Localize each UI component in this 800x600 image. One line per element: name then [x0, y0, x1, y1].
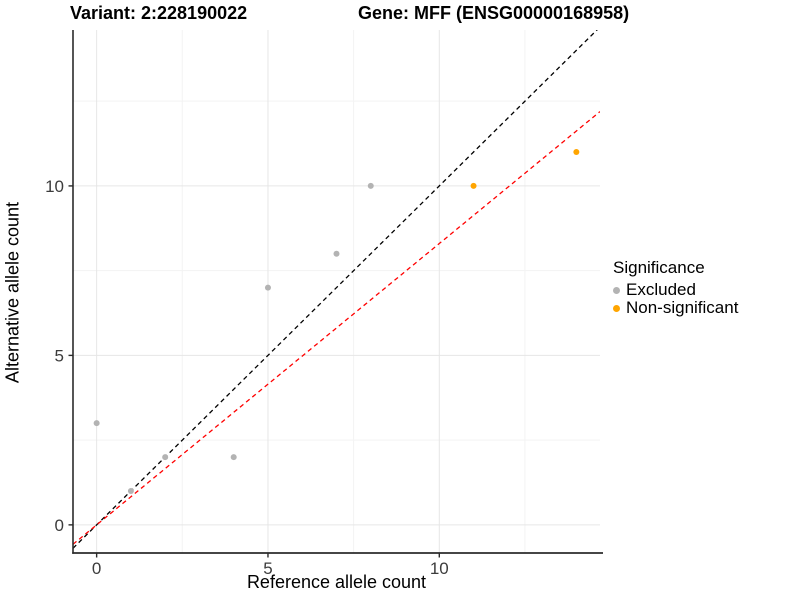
legend-item-excluded: Excluded: [613, 280, 738, 299]
plot-title-gene: Gene: MFF (ENSG00000168958): [358, 3, 630, 23]
x-tick-label: 10: [430, 559, 449, 578]
legend-dot-icon: [613, 304, 620, 312]
data-point-excluded: [127, 487, 134, 494]
legend-item-non-significant: Non-significant: [613, 298, 739, 317]
y-tick-label: 0: [55, 516, 64, 535]
data-point-non-significant: [573, 149, 580, 156]
data-point-excluded: [93, 420, 100, 427]
y-tick-label: 5: [55, 346, 64, 365]
fitted-line: [73, 111, 600, 545]
legend-items: Excluded Non-significant: [613, 280, 739, 317]
data-point-excluded: [333, 250, 340, 257]
data-point-excluded: [264, 284, 271, 291]
legend-title: Significance: [613, 258, 705, 277]
data-point-excluded: [230, 454, 237, 461]
data-point-excluded: [162, 454, 169, 461]
y-axis-label: Alternative allele count: [2, 201, 23, 384]
data-point-excluded: [367, 182, 374, 189]
data-point-non-significant: [470, 182, 477, 189]
legend-item-label: Non-significant: [626, 298, 739, 317]
x-axis-label: Reference allele count: [246, 572, 427, 592]
plot-title-variant: Variant: 2:228190022: [70, 3, 248, 23]
identity-line: [73, 30, 598, 549]
x-tick-label: 5: [263, 559, 272, 578]
legend-item-label: Excluded: [626, 280, 696, 299]
legend: Significance Excluded Non-significant: [613, 258, 738, 317]
x-tick-label: 0: [92, 559, 101, 578]
legend-dot-icon: [613, 286, 620, 294]
y-tick-label: 10: [45, 177, 64, 196]
